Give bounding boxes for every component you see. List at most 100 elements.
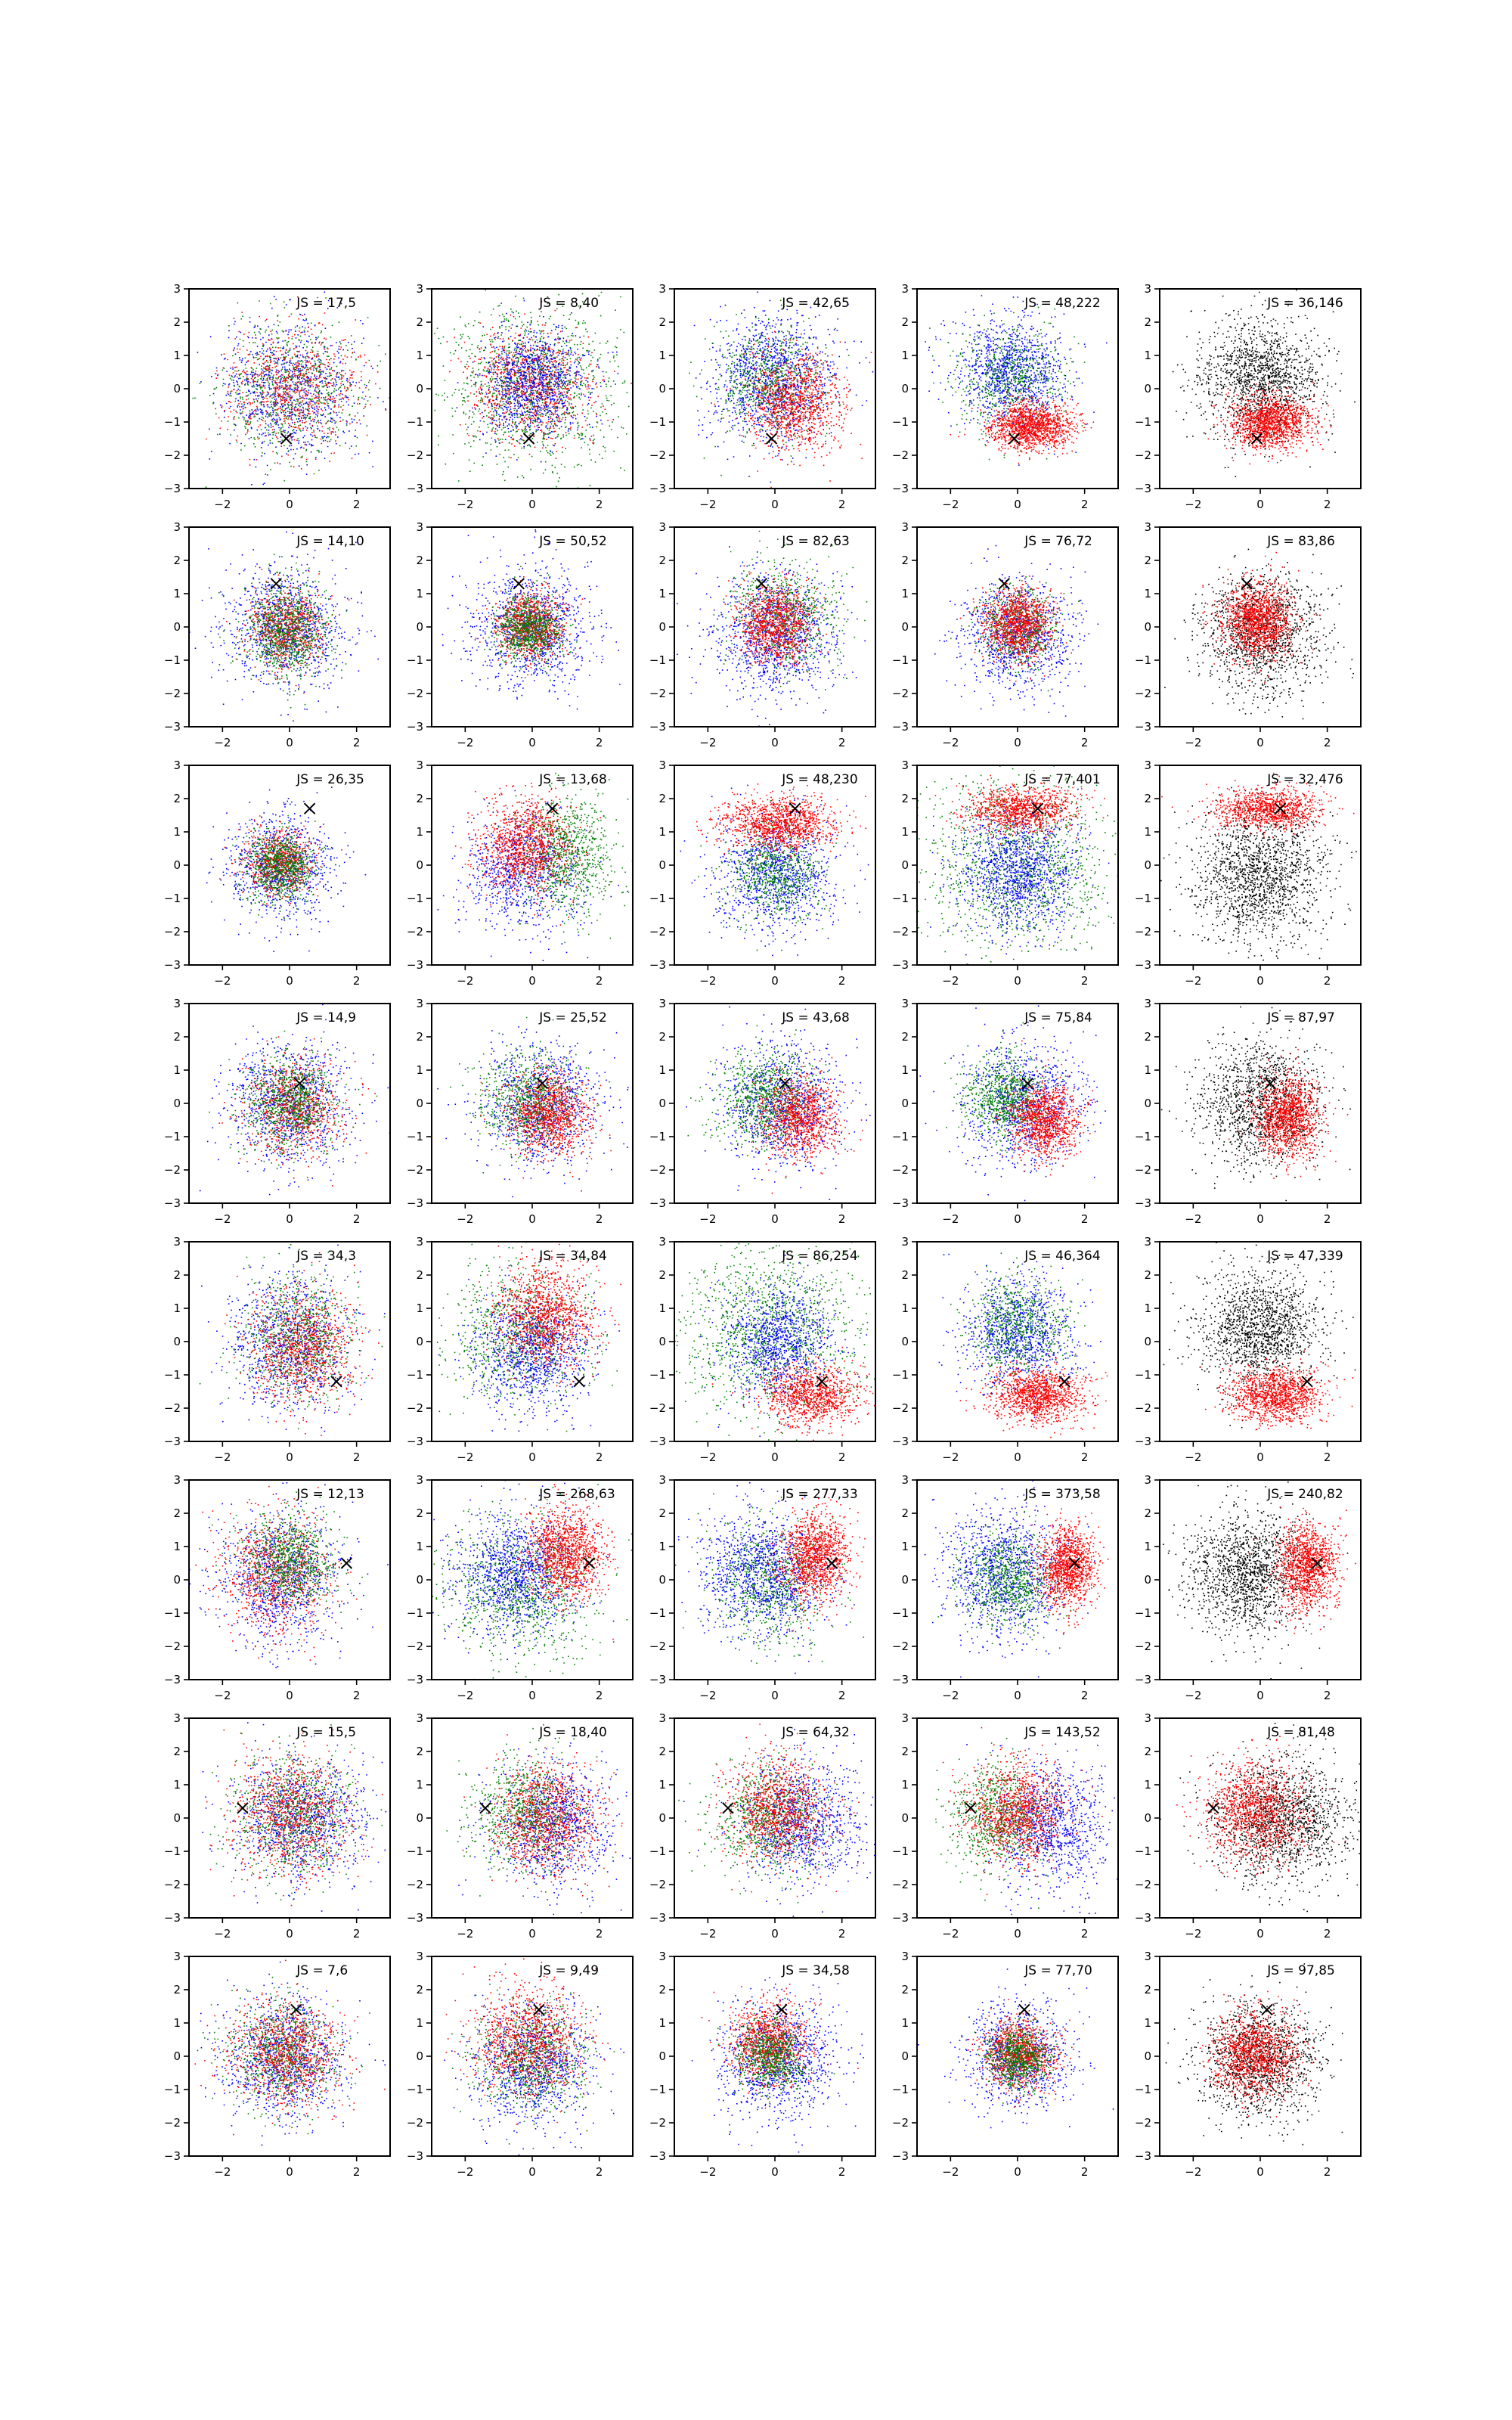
x-tick-label: −2 [214, 1927, 231, 1941]
js-score-label: JS = 50,52 [538, 534, 607, 549]
y-tick-label: 1 [901, 349, 909, 362]
y-tick-label: 0 [658, 2049, 666, 2063]
x-tick-label: 2 [1324, 1689, 1331, 1702]
y-tick-label: 3 [416, 997, 423, 1010]
y-tick-label: 0 [173, 1335, 181, 1348]
y-tick-label: −1 [1135, 1606, 1151, 1620]
x-tick-label: 0 [286, 1212, 293, 1226]
x-tick-label: 2 [1081, 1212, 1089, 1226]
x-tick-label: 0 [1014, 1689, 1021, 1702]
y-tick-label: 0 [1144, 2049, 1151, 2063]
y-tick-label: −2 [164, 925, 181, 939]
y-tick-label: −2 [1135, 1163, 1151, 1177]
x-tick-label: 0 [771, 498, 779, 511]
y-tick-label: 2 [901, 554, 909, 567]
y-tick-label: −2 [892, 1401, 909, 1415]
y-tick-label: −1 [1135, 1368, 1151, 1382]
y-tick-label: −2 [407, 1640, 423, 1653]
y-tick-label: 2 [416, 315, 423, 329]
x-tick-label: 2 [1081, 2165, 1089, 2179]
y-tick-label: −2 [164, 2116, 181, 2130]
y-tick-label: −3 [164, 958, 181, 972]
y-tick-label: 2 [173, 1506, 181, 1520]
y-tick-label: −1 [649, 892, 666, 905]
y-tick-label: −3 [1135, 1196, 1151, 1210]
js-score-label: JS = 14,10 [296, 534, 364, 549]
y-tick-label: 1 [658, 587, 666, 600]
y-tick-label: 3 [1144, 1711, 1151, 1725]
y-tick-label: −3 [407, 1196, 423, 1210]
y-tick-label: −3 [1135, 482, 1151, 495]
y-tick-label: −3 [892, 1196, 909, 1210]
y-tick-label: −3 [649, 1911, 666, 1925]
y-tick-label: 3 [173, 520, 181, 534]
y-tick-label: −2 [164, 1401, 181, 1415]
x-tick-label: 2 [1324, 2165, 1331, 2179]
js-score-label: JS = 34,58 [781, 1963, 850, 1978]
y-tick-label: 2 [173, 1983, 181, 1996]
y-tick-label: −1 [164, 415, 181, 429]
y-tick-label: −1 [407, 1130, 423, 1143]
y-tick-label: −2 [164, 1163, 181, 1177]
y-tick-label: −1 [649, 415, 666, 429]
y-tick-label: 0 [416, 1335, 423, 1348]
y-tick-label: −3 [892, 1911, 909, 1925]
y-tick-label: 2 [416, 554, 423, 567]
js-score-label: JS = 32,476 [1266, 772, 1343, 787]
y-tick-label: 2 [173, 792, 181, 805]
y-tick-label: −2 [164, 448, 181, 462]
y-tick-label: −1 [407, 2083, 423, 2096]
y-tick-label: 3 [173, 1235, 181, 1249]
x-tick-label: 0 [1014, 498, 1021, 511]
x-tick-label: 0 [286, 974, 293, 988]
js-score-label: JS = 15,5 [296, 1725, 356, 1740]
y-tick-label: −2 [1135, 1878, 1151, 1891]
y-tick-label: 0 [416, 2049, 423, 2063]
y-tick-label: −1 [649, 1844, 666, 1858]
js-score-label: JS = 48,230 [781, 772, 857, 787]
y-tick-label: 2 [658, 554, 666, 567]
x-tick-label: 2 [838, 1212, 846, 1226]
y-tick-label: 1 [416, 1540, 423, 1553]
y-tick-label: −3 [649, 958, 666, 972]
x-tick-label: −2 [214, 2165, 231, 2179]
x-tick-label: −2 [1185, 2165, 1201, 2179]
y-tick-label: −1 [164, 1606, 181, 1620]
y-tick-label: 1 [901, 1302, 909, 1315]
y-tick-label: −1 [1135, 415, 1151, 429]
y-tick-label: −1 [892, 2083, 909, 2096]
y-tick-label: 2 [416, 1745, 423, 1758]
y-tick-label: 0 [1144, 1097, 1151, 1110]
y-tick-label: −3 [1135, 2149, 1151, 2163]
x-tick-label: 0 [771, 1450, 779, 1464]
y-tick-label: −1 [1135, 2083, 1151, 2096]
y-tick-label: −3 [649, 482, 666, 495]
y-tick-label: −2 [407, 687, 423, 700]
y-tick-label: 2 [658, 1983, 666, 1996]
x-tick-label: −2 [214, 736, 231, 749]
js-score-label: JS = 36,146 [1266, 296, 1343, 311]
y-tick-label: 0 [658, 1811, 666, 1825]
js-score-label: JS = 34,3 [296, 1249, 356, 1264]
y-tick-label: 1 [901, 825, 909, 839]
y-tick-label: 2 [901, 1506, 909, 1520]
y-tick-label: −3 [164, 1435, 181, 1448]
y-tick-label: 3 [658, 759, 666, 772]
x-tick-label: 2 [596, 1212, 603, 1226]
y-tick-label: 2 [416, 1030, 423, 1044]
y-tick-label: 3 [1144, 1473, 1151, 1487]
x-tick-label: 2 [596, 736, 603, 749]
x-tick-label: 0 [1256, 1212, 1264, 1226]
y-tick-label: −1 [649, 1130, 666, 1143]
y-tick-label: −3 [892, 1435, 909, 1448]
y-tick-label: 3 [658, 1711, 666, 1725]
x-tick-label: 2 [838, 498, 846, 511]
js-score-label: JS = 25,52 [538, 1010, 607, 1025]
y-tick-label: −3 [649, 720, 666, 734]
y-tick-label: 0 [658, 1573, 666, 1587]
y-tick-label: 3 [901, 1950, 909, 1963]
y-tick-label: 2 [658, 315, 666, 329]
y-tick-label: 3 [173, 1711, 181, 1725]
y-tick-label: −3 [1135, 1435, 1151, 1448]
y-tick-label: −3 [892, 2149, 909, 2163]
